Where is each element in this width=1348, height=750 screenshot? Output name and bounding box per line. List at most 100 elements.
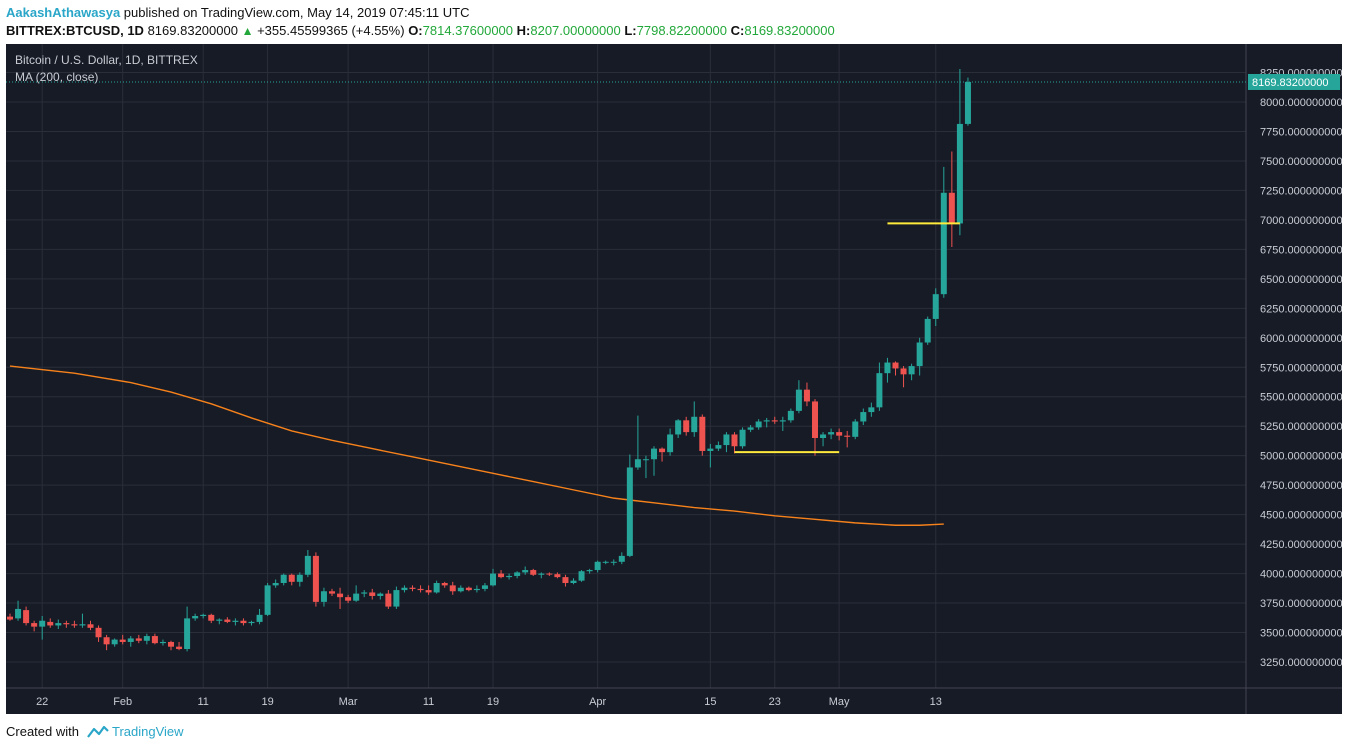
- chart-canvas[interactable]: 3250.000000000 3500.000000000 3750.0000000…: [6, 44, 1342, 714]
- candle-body[interactable]: [353, 593, 360, 601]
- candle-body[interactable]: [554, 574, 561, 578]
- candle-body[interactable]: [79, 624, 86, 626]
- candle-body[interactable]: [224, 619, 231, 622]
- candle-body[interactable]: [312, 555, 319, 602]
- candle-body[interactable]: [626, 467, 633, 556]
- candle-body[interactable]: [248, 621, 255, 624]
- candle-body[interactable]: [667, 434, 674, 453]
- candle-body[interactable]: [812, 401, 818, 438]
- candle-body[interactable]: [232, 620, 239, 622]
- candle-body[interactable]: [828, 432, 835, 435]
- candle-body[interactable]: [691, 416, 698, 433]
- candle-body[interactable]: [634, 459, 641, 468]
- candle-body[interactable]: [755, 421, 762, 428]
- candle-body[interactable]: [151, 636, 158, 644]
- candle-body[interactable]: [610, 561, 617, 563]
- candle-body[interactable]: [192, 616, 199, 619]
- candle-body[interactable]: [522, 570, 529, 573]
- candle-body[interactable]: [31, 623, 38, 627]
- candle-body[interactable]: [103, 637, 110, 645]
- candle-body[interactable]: [779, 420, 786, 422]
- candle-body[interactable]: [433, 583, 440, 593]
- candle-body[interactable]: [675, 420, 682, 435]
- candle-body[interactable]: [71, 624, 78, 626]
- candle-body[interactable]: [264, 585, 271, 615]
- candle-body[interactable]: [618, 555, 625, 562]
- candle-body[interactable]: [586, 570, 593, 572]
- candle-body[interactable]: [7, 616, 13, 620]
- candle-body[interactable]: [546, 573, 553, 575]
- candle-body[interactable]: [739, 429, 746, 447]
- candle-body[interactable]: [530, 570, 537, 575]
- candle-body[interactable]: [803, 389, 810, 402]
- candle-body[interactable]: [329, 591, 335, 594]
- candle-body[interactable]: [876, 373, 883, 408]
- candle-body[interactable]: [940, 192, 947, 295]
- candle-body[interactable]: [506, 575, 513, 578]
- candle-body[interactable]: [481, 585, 488, 589]
- candle-body[interactable]: [296, 574, 303, 582]
- candle-body[interactable]: [417, 588, 424, 591]
- candle-body[interactable]: [272, 583, 279, 586]
- author-link[interactable]: AakashAthawasya: [6, 5, 121, 20]
- candle-body[interactable]: [176, 646, 183, 650]
- candle-body[interactable]: [932, 294, 939, 319]
- candle-body[interactable]: [256, 614, 263, 622]
- moving-average-line[interactable]: [9, 365, 944, 526]
- candle-body[interactable]: [111, 639, 118, 645]
- candle-body[interactable]: [964, 81, 971, 124]
- candle-body[interactable]: [602, 561, 609, 563]
- candle-body[interactable]: [538, 573, 545, 575]
- candle-body[interactable]: [594, 561, 601, 571]
- tradingview-brand[interactable]: TradingView: [112, 724, 184, 739]
- candle-body[interactable]: [441, 583, 448, 586]
- candle-body[interactable]: [860, 412, 867, 422]
- candle-body[interactable]: [168, 641, 174, 647]
- candle-body[interactable]: [288, 574, 295, 582]
- candle-body[interactable]: [345, 597, 352, 601]
- candle-body[interactable]: [320, 591, 327, 602]
- candle-body[interactable]: [683, 420, 690, 433]
- candle-body[interactable]: [449, 585, 456, 592]
- candle-body[interactable]: [143, 636, 150, 641]
- candle-body[interactable]: [868, 407, 875, 413]
- candle-body[interactable]: [401, 587, 408, 591]
- candle-body[interactable]: [369, 592, 376, 596]
- candle-body[interactable]: [63, 623, 70, 625]
- candle-body[interactable]: [924, 318, 931, 343]
- candle-body[interactable]: [95, 627, 102, 638]
- candle-body[interactable]: [135, 638, 142, 641]
- candle-body[interactable]: [884, 362, 891, 374]
- candle-body[interactable]: [240, 620, 247, 624]
- candle-body[interactable]: [900, 368, 907, 375]
- candle-body[interactable]: [361, 592, 368, 594]
- candle-body[interactable]: [795, 389, 802, 411]
- candle-body[interactable]: [836, 432, 843, 436]
- candle-body[interactable]: [87, 624, 94, 628]
- candle-body[interactable]: [304, 555, 311, 575]
- candle-body[interactable]: [216, 619, 223, 621]
- candle-body[interactable]: [490, 573, 496, 586]
- candle-body[interactable]: [844, 435, 851, 437]
- candle-body[interactable]: [39, 620, 46, 627]
- candle-body[interactable]: [892, 362, 899, 369]
- candle-body[interactable]: [763, 420, 770, 422]
- candle-body[interactable]: [280, 574, 287, 584]
- candle-body[interactable]: [127, 638, 134, 642]
- candle-body[interactable]: [570, 580, 577, 584]
- candle-body[interactable]: [659, 448, 666, 453]
- candle-body[interactable]: [377, 593, 384, 596]
- candle-body[interactable]: [15, 608, 22, 619]
- indicator-legend[interactable]: MA (200, close): [15, 70, 99, 84]
- candle-body[interactable]: [908, 366, 915, 375]
- candle-body[interactable]: [731, 434, 738, 447]
- candle-body[interactable]: [47, 621, 54, 626]
- candle-body[interactable]: [473, 588, 480, 591]
- candle-body[interactable]: [948, 192, 955, 224]
- candle-body[interactable]: [23, 610, 30, 624]
- candle-body[interactable]: [119, 639, 126, 642]
- candle-body[interactable]: [465, 587, 472, 591]
- candle-body[interactable]: [184, 618, 191, 650]
- candle-body[interactable]: [642, 459, 649, 461]
- candle-body[interactable]: [514, 572, 521, 576]
